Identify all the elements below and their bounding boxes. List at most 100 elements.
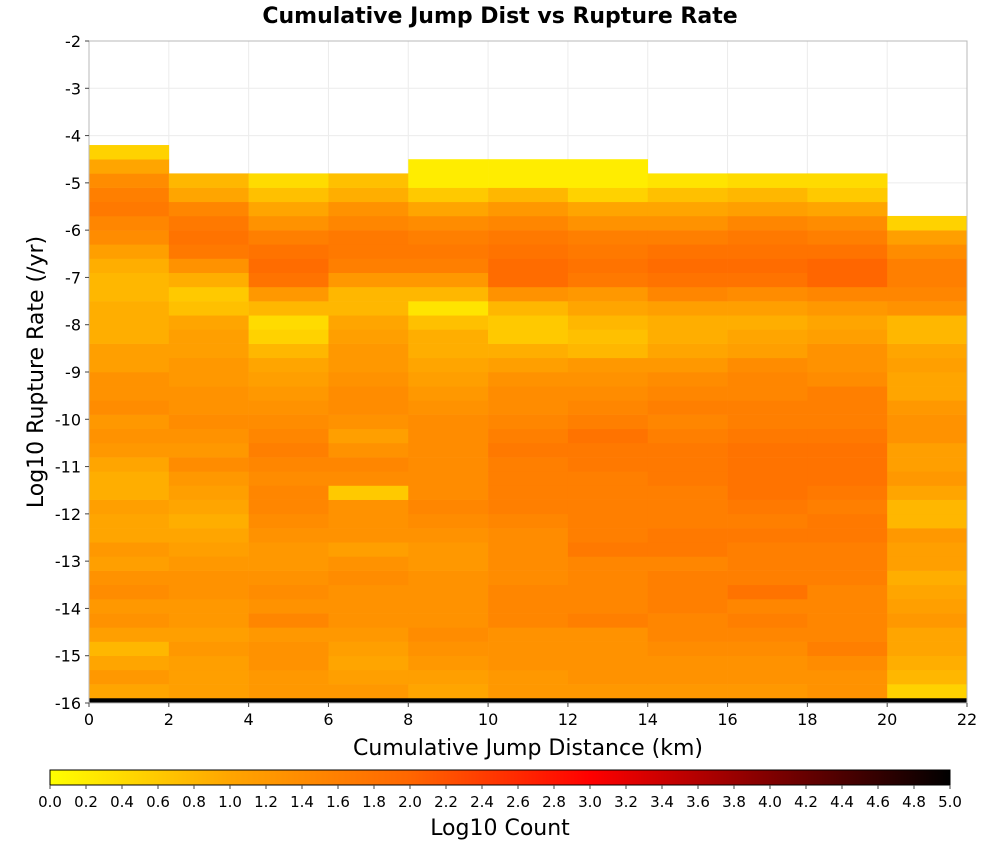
heatmap-cell <box>248 286 329 302</box>
heatmap-cell <box>887 315 968 330</box>
heatmap-cell <box>168 570 249 586</box>
y-tick-label: -12 <box>55 505 81 524</box>
heatmap-cell <box>488 357 569 373</box>
heatmap-cell <box>567 542 649 557</box>
heatmap-cell <box>408 442 489 458</box>
heatmap-cell <box>647 272 728 288</box>
heatmap-cell <box>248 187 329 203</box>
heatmap-cell <box>89 187 170 203</box>
heatmap-cell <box>328 258 409 273</box>
x-axis-ticks: 0 2 4 6 8 10 12 14 16 18 20 22 <box>84 703 977 729</box>
heatmap-cell <box>727 244 808 259</box>
heatmap-cell <box>168 187 249 203</box>
heatmap-cell <box>647 343 728 359</box>
heatmap-cell <box>727 386 808 401</box>
heatmap-cell <box>248 655 329 671</box>
heatmap-cell <box>807 684 888 699</box>
heatmap-cell <box>727 499 808 515</box>
heatmap-cell <box>647 357 728 373</box>
heatmap-cell <box>89 627 170 642</box>
heatmap-cell <box>727 542 808 557</box>
heatmap-cell <box>168 329 249 344</box>
colorbar-tick-label: 1.2 <box>254 793 278 811</box>
heatmap-cell <box>408 428 489 444</box>
heatmap-cell <box>488 372 569 387</box>
heatmap-cell <box>328 215 409 231</box>
colorbar-tick-label: 2.6 <box>506 793 530 811</box>
heatmap-cell <box>647 542 728 557</box>
colorbar-tick-label: 2.2 <box>434 793 458 811</box>
heatmap-cell <box>647 485 728 500</box>
heatmap-cell <box>567 471 649 486</box>
heatmap-cell <box>248 528 329 543</box>
heatmap-cell <box>567 428 649 444</box>
heatmap-cell <box>408 272 489 288</box>
heatmap-cell <box>408 627 489 642</box>
heatmap-cell <box>168 513 249 529</box>
heatmap-cell <box>488 684 569 699</box>
heatmap-cell <box>328 457 409 472</box>
heatmap-cell <box>328 414 409 430</box>
heatmap-cell <box>89 655 170 671</box>
heatmap-cell <box>887 570 968 586</box>
heatmap-cell <box>248 598 329 614</box>
heatmap-cell <box>807 286 888 302</box>
heatmap-cell <box>488 400 569 415</box>
heatmap-cell <box>168 428 249 444</box>
heatmap-cell <box>887 230 968 245</box>
heatmap-cell <box>488 215 569 231</box>
heatmap-cell <box>488 315 569 330</box>
heatmap-cell <box>168 485 249 500</box>
heatmap-cell <box>647 570 728 586</box>
heatmap-cell <box>887 528 968 543</box>
heatmap-cell <box>647 442 728 458</box>
heatmap-cell <box>647 400 728 415</box>
heatmap-cell <box>647 315 728 330</box>
heatmap-cell <box>488 173 569 188</box>
heatmap-cell <box>488 584 569 600</box>
heatmap-cell <box>887 542 968 557</box>
heatmap-cell <box>647 613 728 628</box>
heatmap-cell <box>408 315 489 330</box>
heatmap-cell <box>647 414 728 430</box>
heatmap-cell <box>168 584 249 600</box>
y-tick-label: -16 <box>55 694 81 713</box>
heatmap-cell <box>807 641 888 657</box>
heatmap-cell <box>328 230 409 245</box>
heatmap-cell <box>647 244 728 259</box>
colorbar-tick-label: 1.0 <box>218 793 242 811</box>
colorbar-tick-label: 2.4 <box>470 793 494 811</box>
heatmap-cell <box>408 329 489 344</box>
heatmap-cell <box>89 598 170 614</box>
heatmap-cell <box>887 584 968 600</box>
heatmap-cell <box>328 570 409 586</box>
heatmap-cell <box>89 244 170 259</box>
heatmap-cell <box>647 598 728 614</box>
heatmap-cell <box>488 286 569 302</box>
heatmap-cell <box>567 159 649 174</box>
heatmap-cell <box>488 499 569 515</box>
heatmap-cell <box>807 655 888 671</box>
heatmap-cell <box>647 627 728 642</box>
heatmap-cell <box>408 641 489 657</box>
colorbar-label: Log10 Count <box>430 816 570 841</box>
heatmap-cell <box>328 343 409 359</box>
heatmap-cell <box>567 570 649 586</box>
heatmap-cell <box>727 513 808 529</box>
heatmap-cell <box>727 598 808 614</box>
heatmap-cell <box>727 414 808 430</box>
heatmap-cell <box>727 627 808 642</box>
heatmap-cell <box>168 400 249 415</box>
heatmap-cell <box>89 669 170 685</box>
heatmap-cell <box>807 187 888 203</box>
x-tick-label: 10 <box>478 710 498 729</box>
heatmap-cell <box>248 258 329 273</box>
heatmap-cell <box>408 357 489 373</box>
heatmap-cell <box>89 471 170 486</box>
colorbar-tick-label: 0.8 <box>182 793 206 811</box>
heatmap-cell <box>248 215 329 231</box>
heatmap-cell <box>488 542 569 557</box>
heatmap-cell <box>248 556 329 571</box>
heatmap-cell <box>488 187 569 203</box>
heatmap-cell <box>567 400 649 415</box>
